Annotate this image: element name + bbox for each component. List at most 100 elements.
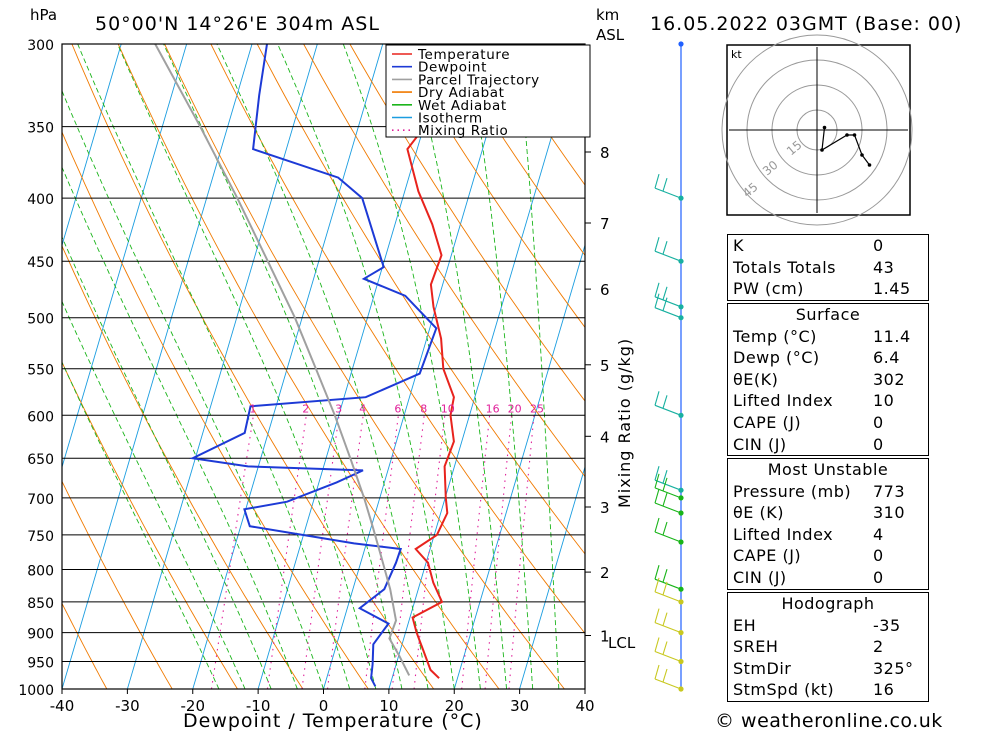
hodograph-label: EH: [733, 615, 757, 635]
wind-barb-staff: [654, 404, 682, 416]
height-unit-km: km: [596, 6, 619, 24]
most-unstable-row: Lifted Index 4: [728, 524, 928, 546]
surface-value: 10: [873, 391, 895, 411]
pressure-tick-label: 450: [27, 255, 54, 271]
surface-label: CAPE (J): [733, 412, 802, 432]
indices-value: 0: [873, 236, 884, 255]
wind-barb-flag: [662, 477, 668, 492]
pressure-tick-label: 1000: [18, 683, 54, 699]
dry-adiabat-line: [62, 361, 238, 689]
indices-row: PW (cm) 1.45: [728, 278, 928, 300]
wind-barb-staff: [654, 678, 682, 690]
dewpoint-profile: [189, 44, 438, 687]
hodograph-row: StmSpd (kt) 16: [728, 679, 928, 701]
credit-link[interactable]: © weatheronline.co.uk: [715, 710, 943, 732]
temperature-tick-label: -30: [115, 697, 140, 715]
header-location: 50°00'N 14°26'E 304m ASL: [95, 13, 380, 35]
most-unstable-label: Pressure (mb): [733, 481, 852, 501]
wet-adiabat-line: [216, 44, 429, 689]
header-datetime: 16.05.2022 03GMT (Base: 00): [650, 13, 962, 35]
pressure-tick-label: 400: [27, 192, 54, 208]
surface-value: 6.4: [873, 348, 900, 368]
dry-adiabat-line: [210, 44, 585, 635]
surface-label: θE(K): [733, 369, 779, 389]
mixing-axis-label: Mixing Ratio (g/kg): [615, 338, 634, 508]
mixing-ratio-label: 16: [486, 402, 500, 415]
surface-row: θE(K) 302: [728, 369, 928, 391]
temperature-tick-label: 40: [575, 697, 594, 715]
indices-row: Totals Totals 43: [728, 257, 928, 279]
isotherm-line: [62, 44, 188, 469]
wind-barb-flag: [654, 391, 660, 406]
wind-barb-staff: [654, 591, 682, 603]
wind-barb-staff: [654, 650, 682, 663]
wind-barb-flag: [654, 488, 660, 504]
mixing-ratio-line: [301, 415, 340, 689]
dry-adiabat-line: [62, 602, 108, 689]
wind-barb-flag: [654, 608, 660, 623]
wind-barb-staff: [654, 502, 682, 514]
hodograph-label: StmSpd (kt): [733, 680, 835, 700]
isotherm-line: [62, 44, 122, 247]
hodograph-point: [860, 153, 864, 157]
most-unstable-row: CAPE (J) 0: [728, 545, 928, 567]
mixing-ratio-label: 20: [508, 402, 522, 415]
legend-label: Dry Adiabat: [418, 85, 505, 101]
mixing-ratio-label: 1: [249, 402, 256, 415]
temperature-profile: [406, 44, 455, 679]
most-unstable-label: θE (K): [733, 503, 784, 523]
wet-adiabat-line: [407, 44, 508, 689]
wind-barb-flag: [662, 286, 668, 300]
wind-profile: [654, 41, 684, 692]
legend-label: Parcel Trajectory: [418, 72, 540, 88]
isotherm-line: [453, 243, 585, 689]
wet-adiabat-line: [62, 236, 272, 689]
wind-barb-staff: [654, 187, 682, 199]
dry-adiabat-line: [303, 44, 585, 478]
most-unstable-value: 773: [873, 481, 906, 501]
wet-adiabat-line: [62, 89, 324, 689]
surface-title: Surface: [795, 305, 861, 324]
surface-row: CIN (J) 0: [728, 434, 928, 456]
plot-frame: [61, 43, 586, 690]
mixing-ratio-line: [364, 415, 399, 689]
pressure-tick-label: 600: [27, 409, 54, 425]
surface-row: Lifted Index 10: [728, 390, 928, 412]
wind-barb-flag: [662, 241, 668, 255]
hodograph-row: EH -35: [728, 615, 928, 637]
height-tick-label: 8: [600, 144, 610, 162]
hodograph-value: 325°: [873, 658, 914, 678]
pressure-tick-label: 500: [27, 312, 54, 328]
pressure-tick-label: 350: [27, 121, 54, 137]
hodograph-label: StmDir: [733, 658, 792, 678]
surface-value: 0: [873, 434, 884, 454]
isotherm-line: [323, 44, 515, 689]
wind-barb-flag: [654, 565, 660, 580]
pressure-tick-label: 650: [27, 452, 54, 468]
wind-barb-flag: [654, 282, 660, 297]
hodograph-value: 2: [873, 637, 884, 657]
isotherm-line: [519, 465, 585, 689]
wet-adiabat-line: [62, 300, 246, 689]
wet-adiabat-line: [62, 361, 220, 689]
wind-barb-flag: [662, 297, 668, 311]
mixing-ratio-label: 10: [441, 402, 455, 415]
wind-barb-flag: [662, 569, 668, 583]
most-unstable-label: CAPE (J): [733, 546, 802, 566]
height-tick-label: 7: [600, 215, 610, 233]
pressure-tick-label: 950: [27, 656, 54, 672]
surface-label: Lifted Index: [733, 391, 834, 411]
dry-adiabat-line: [936, 26, 1000, 689]
hodograph-point: [822, 125, 827, 130]
hodograph-ring: [721, 34, 913, 226]
legend-label: Dewpoint: [418, 60, 487, 76]
dry-adiabat-line: [117, 44, 500, 689]
wind-barb-flag: [654, 466, 660, 481]
mixing-ratio-line: [266, 415, 307, 689]
indices-value: 1.45: [873, 279, 911, 299]
dry-adiabat-line: [62, 131, 369, 689]
indices-table: K 0 Totals Totals 43 PW (cm) 1.45: [727, 234, 929, 301]
wind-barb-flag: [662, 395, 668, 409]
temperature-tick-label: 10: [379, 697, 398, 715]
